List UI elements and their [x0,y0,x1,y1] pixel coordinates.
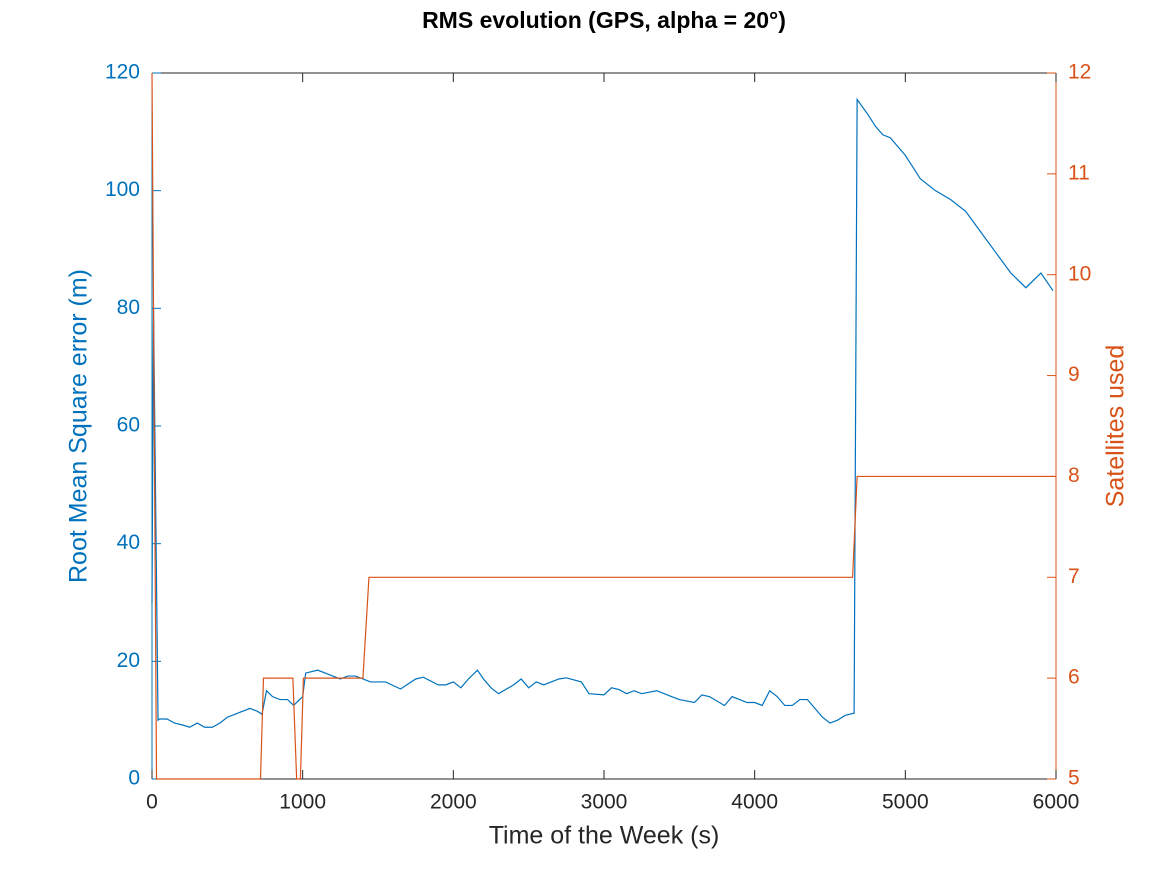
y2-tick-label: 9 [1068,363,1080,386]
data-line [151,72,1056,780]
x-axis-label: Time of the Week (s) [489,822,720,850]
y2-tick-label: 10 [1068,262,1091,285]
y2-tick-label: 7 [1068,565,1080,588]
y-tick-label: 40 [117,531,140,554]
y-tick-label: 100 [105,178,140,201]
y-tick-label: 20 [117,649,140,672]
x-tick-label: 5000 [882,791,929,814]
y-tick-label: 120 [105,61,140,84]
y2-tick-label: 5 [1068,767,1080,790]
y2-tick-label: 8 [1068,464,1080,487]
x-tick-label: 2000 [430,791,477,814]
y2-axis-label: Satellites used [1102,345,1130,508]
chart-title: RMS evolution (GPS, alpha = 20°) [422,7,786,33]
x-tick-label: 4000 [731,791,778,814]
x-tick-label: 1000 [279,791,326,814]
y-axis-label: Root Mean Square error (m) [65,269,93,583]
y-tick-label: 0 [128,767,140,790]
data-line [151,97,1054,728]
x-tick-label: 0 [146,791,158,814]
y2-tick-label: 12 [1068,61,1091,84]
x-tick-label: 3000 [581,791,628,814]
y2-tick-label: 11 [1068,161,1090,184]
y-tick-label: 60 [117,414,140,437]
x-tick-label: 6000 [1033,791,1080,814]
y2-tick-label: 6 [1068,666,1080,689]
y-tick-label: 80 [117,296,140,319]
